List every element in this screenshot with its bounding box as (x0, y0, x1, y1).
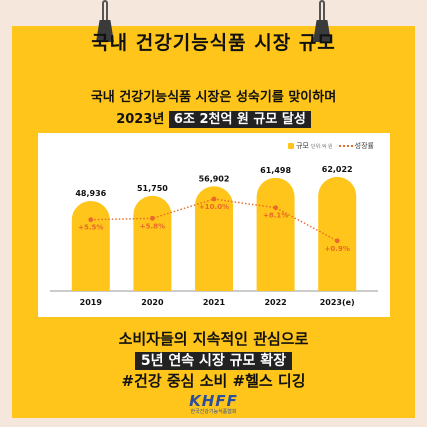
legend-bar: 규모 단위:억 원 (288, 141, 333, 151)
page-title: 국내 건강기능식품 시장 규모 (91, 32, 336, 54)
subtitle-line-2: 2023년 6조 2천억 원 규모 달성 (0, 108, 427, 128)
logo-org: 한국건강기능식품협회 (190, 409, 237, 415)
subtitle-year: 2023년 (116, 112, 165, 127)
legend-line: 성장률 (338, 141, 374, 151)
growth-label: +5.8% (140, 222, 165, 230)
growth-label: +0.9% (325, 245, 350, 253)
bar-2020 (133, 195, 172, 291)
x-tick-label: 2019 (80, 298, 103, 307)
legend-line-label: 성장률 (354, 142, 374, 150)
x-tick-label: 2021 (203, 298, 226, 307)
legend-bar-swatch (288, 143, 295, 149)
growth-label: +10.0% (199, 203, 229, 211)
bar-value-label: 51,750 (137, 184, 168, 193)
bar-value-label: 56,902 (199, 174, 230, 183)
growth-label: +5.5% (78, 224, 103, 232)
binder-clip-icon (313, 0, 331, 44)
logo: KHFF 한국건강기능식품협회 (0, 394, 427, 416)
bottom-line-2: 5년 연속 시장 규모 확장 (0, 350, 427, 370)
growth-label: +8.1% (263, 212, 288, 220)
subtitle-highlight: 6조 2천억 원 규모 달성 (168, 111, 311, 128)
bottom-line-3: #건강 중심 소비 #헬스 디깅 (121, 372, 306, 390)
bottom-line-2-text: 5년 연속 시장 규모 확장 (134, 352, 293, 370)
chart-legend: 규모 단위:억 원 성장률 (288, 141, 374, 151)
x-tick-label: 2022 (264, 298, 286, 307)
bottom-line-1: 소비자들의 지속적인 관심으로 (118, 330, 309, 348)
binder-clip-icon (96, 0, 114, 44)
x-tick-label: 2023(e) (320, 298, 355, 307)
chart-panel: 규모 단위:억 원 성장률 48,936 2019 51,750 2020 56,902 2… (38, 133, 390, 317)
growth-point (211, 196, 217, 202)
bar-value-label: 48,936 (75, 189, 106, 198)
bar-value-label: 61,498 (260, 166, 291, 175)
bar-value-label: 62,022 (322, 165, 353, 174)
x-tick-label: 2020 (141, 298, 164, 307)
subtitle-line-1: 국내 건강기능식품 시장은 성숙기를 맞이하며 (90, 90, 337, 105)
legend-bar-label: 규모 (296, 142, 309, 150)
legend-bar-unit: 단위:억 원 (310, 144, 333, 150)
logo-mark: KHFF (189, 392, 238, 410)
bar-2021 (195, 186, 233, 291)
legend-line-swatch (338, 145, 353, 147)
growth-point (150, 215, 155, 221)
bar-chart: 48,936 2019 51,750 2020 56,902 2021 61,498 2022… (50, 165, 378, 307)
bar-2019 (71, 200, 110, 291)
bar-2022 (256, 177, 295, 291)
bar-2023(e) (318, 176, 357, 291)
growth-point (273, 205, 278, 211)
growth-point (88, 217, 94, 223)
growth-point (334, 238, 340, 244)
